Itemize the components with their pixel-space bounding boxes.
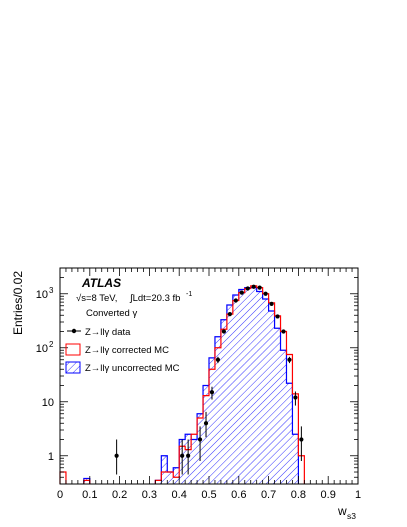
uncorrected-mc-bin-fill xyxy=(191,439,198,484)
data-point xyxy=(287,357,292,362)
y-axis-title: Entries/0.02 xyxy=(11,271,25,335)
energy-label: √s=8 TeV, xyxy=(76,293,117,304)
uncorrected-mc-bin-fill xyxy=(268,310,275,484)
data-point xyxy=(114,453,119,458)
y-tick-label: 10 xyxy=(42,397,54,409)
legend-label-uncorrected-mc: Z→llγ uncorrected MC xyxy=(85,363,180,374)
legend: Z→llγ data Z→llγ corrected MC Z→llγ unco… xyxy=(65,327,180,374)
uncorrected-mc-bin-fill xyxy=(274,328,281,484)
uncorrected-mc-bin-fill xyxy=(292,434,299,484)
uncorrected-mc-bin-fill xyxy=(250,287,257,484)
legend-corrected-mc-box xyxy=(65,343,81,356)
x-tick-label: 1 xyxy=(355,489,361,501)
data-point xyxy=(281,329,286,334)
x-tick-label: 0.6 xyxy=(231,489,246,501)
data-point xyxy=(203,421,209,426)
data-point xyxy=(293,395,298,400)
legend-data-marker xyxy=(71,328,77,334)
data-point xyxy=(233,298,238,303)
data-point xyxy=(209,390,215,395)
legend-label-data: Z→llγ data xyxy=(85,327,131,338)
uncorrected-mc-bin-fill xyxy=(256,291,263,484)
annotations: ATLAS √s=8 TeV, ∫Ldt=20.3 fb -1 Converte… xyxy=(76,276,192,319)
legend-label-corrected-mc: Z→llγ corrected MC xyxy=(85,345,169,356)
y-tick-label: 1 xyxy=(48,451,54,463)
x-tick-label: 0.9 xyxy=(321,489,336,501)
uncorrected-mc-bin-fill xyxy=(161,455,168,484)
x-tick-label: 0.1 xyxy=(82,489,97,501)
uncorrected-mc-bin-fill xyxy=(209,357,215,484)
x-tick-label: 0.5 xyxy=(201,489,216,501)
y-tick-label: 10 xyxy=(36,289,48,301)
data-point xyxy=(257,285,262,290)
data-point xyxy=(299,437,304,442)
x-axis-title: w xyxy=(337,504,347,518)
uncorrected-mc-bin-fill xyxy=(244,287,251,484)
legend-uncorrected-mc-box xyxy=(65,361,81,374)
data-point xyxy=(275,314,280,319)
data-point xyxy=(269,301,274,306)
uncorrected-mc-bin-fill xyxy=(238,289,245,484)
x-tick-label: 0 xyxy=(57,489,63,501)
uncorrected-mc-bin-fill xyxy=(262,298,269,484)
data-point xyxy=(227,312,232,317)
uncorrected-mc-bin-fill xyxy=(232,294,239,484)
x-tick-label: 0.2 xyxy=(112,489,127,501)
y-axis-title-group: Entries/0.02 xyxy=(11,271,25,335)
x-tick-label: 0.8 xyxy=(291,489,306,501)
uncorrected-mc-bin-fill xyxy=(220,319,227,484)
x-axis-title-subscript: s3 xyxy=(347,511,356,521)
data-point xyxy=(215,357,221,362)
uncorrected-mc-bin-fill xyxy=(155,480,162,484)
data-point xyxy=(180,453,185,458)
uncorrected-mc-bin-fill xyxy=(83,478,90,484)
uncorrected-mc-bin-fill xyxy=(226,304,233,484)
data-point xyxy=(221,329,226,334)
x-tick-label: 0.3 xyxy=(142,489,157,501)
data-point xyxy=(251,284,256,289)
legend-item-corrected-mc: Z→llγ corrected MC xyxy=(65,343,169,356)
data-point xyxy=(263,291,268,296)
uncorrected-mc-bin-fill xyxy=(214,336,221,484)
uncorrected-mc-bin-fill xyxy=(167,472,174,484)
data-point xyxy=(239,290,244,295)
x-tick-label: 0.4 xyxy=(172,489,187,501)
y-tick-label: 10 xyxy=(36,343,48,355)
data-point xyxy=(245,286,250,291)
y-tick-label-exponent: 3 xyxy=(49,286,54,295)
y-tick-label-exponent: 2 xyxy=(49,340,54,349)
uncorrected-mc-bin-fill xyxy=(280,350,287,484)
uncorrected-mc-bin-fill xyxy=(286,383,293,484)
plot-area xyxy=(59,284,305,484)
x-tick-label: 0.7 xyxy=(261,489,276,501)
luminosity-label: ∫Ldt=20.3 fb xyxy=(129,293,180,304)
category-label: Converted γ xyxy=(86,308,137,319)
atlas-label: ATLAS xyxy=(81,276,121,290)
legend-item-data: Z→llγ data xyxy=(67,327,131,338)
data-point xyxy=(197,437,203,442)
uncorrected-mc-bin-fill xyxy=(173,467,180,484)
legend-item-uncorrected-mc: Z→llγ uncorrected MC xyxy=(65,361,180,374)
data-point xyxy=(186,453,191,458)
luminosity-exponent: -1 xyxy=(186,291,192,298)
